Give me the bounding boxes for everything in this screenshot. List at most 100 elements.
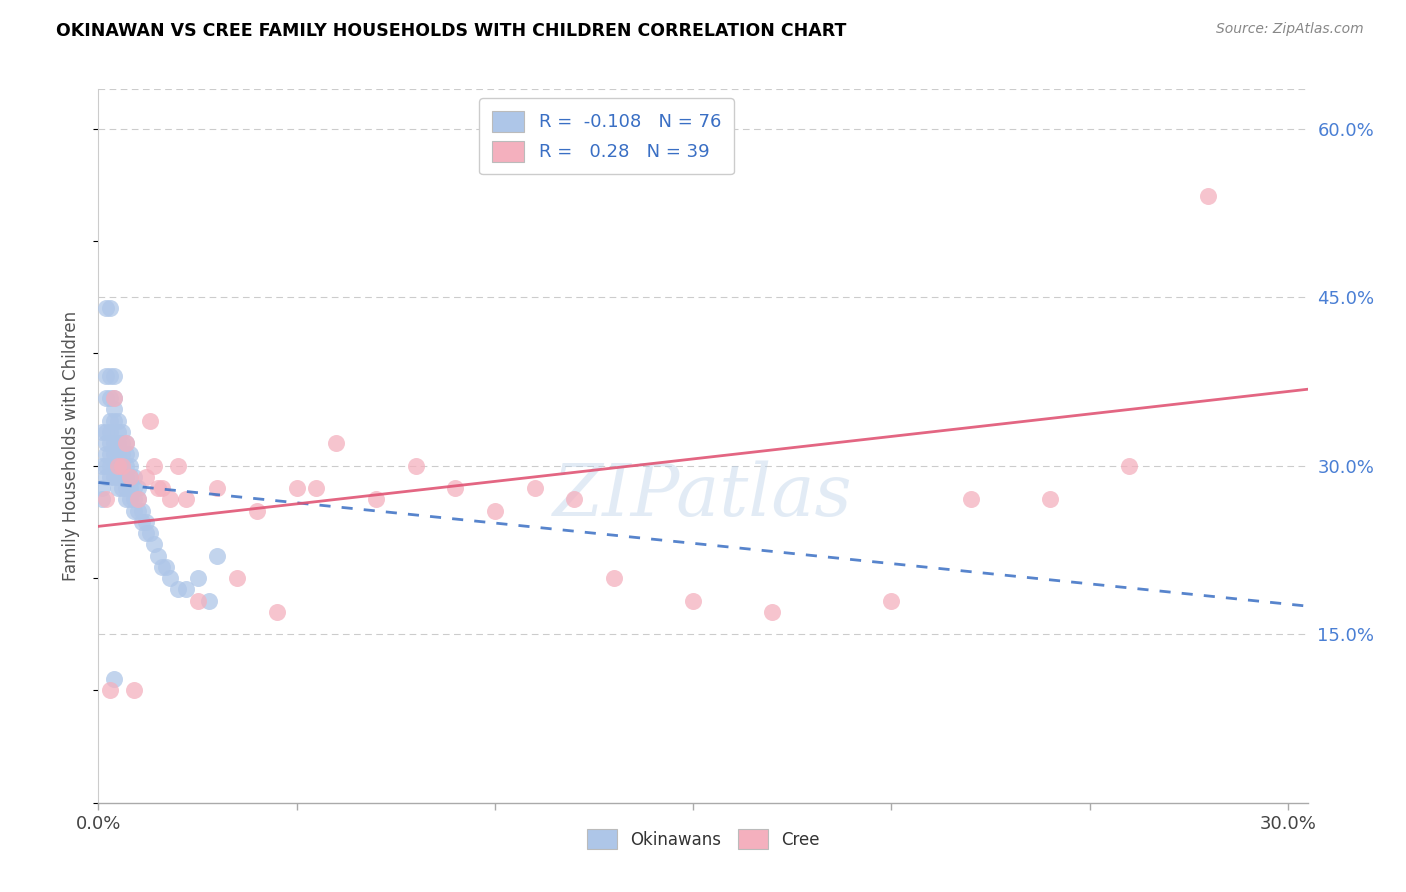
Point (103, 458, 125, 473)
Point (103, 470, 125, 484)
Point (98, 391, 121, 405)
Point (96, 301, 118, 316)
Point (111, 425, 134, 439)
Point (98, 301, 121, 316)
Point (1039, 492, 1062, 507)
Point (131, 515, 153, 529)
Text: OKINAWAN VS CREE FAMILY HOUSEHOLDS WITH CHILDREN CORRELATION CHART: OKINAWAN VS CREE FAMILY HOUSEHOLDS WITH … (56, 22, 846, 40)
Point (107, 436, 129, 450)
Point (103, 368, 125, 383)
Point (107, 458, 129, 473)
Point (959, 492, 981, 507)
Point (98, 458, 121, 473)
Point (98, 425, 121, 439)
Legend: Okinawans, Cree: Okinawans, Cree (576, 820, 830, 859)
Point (1198, 189, 1220, 203)
Point (120, 481, 142, 495)
Point (103, 436, 125, 450)
Point (150, 481, 173, 495)
Point (103, 402, 125, 417)
Point (405, 458, 427, 473)
Point (186, 571, 208, 585)
Point (120, 492, 142, 507)
Point (127, 492, 149, 507)
Text: Source: ZipAtlas.com: Source: ZipAtlas.com (1216, 22, 1364, 37)
Point (96, 391, 118, 405)
Point (207, 549, 229, 563)
Point (103, 391, 125, 405)
Point (150, 559, 173, 574)
Point (98, 683, 121, 698)
Point (135, 515, 157, 529)
Point (880, 593, 903, 607)
Point (107, 414, 129, 428)
Point (135, 526, 157, 541)
Point (325, 436, 347, 450)
Point (91, 481, 114, 495)
Point (96, 447, 118, 461)
Point (139, 526, 162, 541)
Point (107, 458, 129, 473)
Point (120, 470, 142, 484)
Point (120, 458, 142, 473)
Point (111, 447, 134, 461)
Point (103, 672, 125, 686)
Point (122, 683, 145, 698)
Point (155, 559, 177, 574)
Point (103, 447, 125, 461)
Point (98, 436, 121, 450)
Point (484, 503, 506, 517)
Point (135, 470, 157, 484)
Point (111, 470, 134, 484)
Point (142, 458, 165, 473)
Point (115, 458, 138, 473)
Point (91, 425, 114, 439)
Point (111, 436, 134, 450)
Point (107, 425, 129, 439)
Point (603, 571, 626, 585)
Point (115, 436, 138, 450)
Point (198, 593, 221, 607)
Point (98, 368, 121, 383)
Point (122, 481, 145, 495)
Point (96, 470, 118, 484)
Point (127, 492, 149, 507)
Point (115, 481, 138, 495)
Point (174, 582, 197, 597)
Point (111, 458, 134, 473)
Point (96, 425, 118, 439)
Point (207, 481, 229, 495)
Point (285, 481, 308, 495)
Point (98, 470, 121, 484)
Point (103, 391, 125, 405)
Point (226, 571, 249, 585)
Point (115, 447, 138, 461)
Point (127, 503, 149, 517)
Point (682, 593, 704, 607)
Point (146, 481, 169, 495)
Point (444, 481, 467, 495)
Point (1118, 458, 1140, 473)
Point (115, 470, 138, 484)
Point (91, 458, 114, 473)
Point (103, 414, 125, 428)
Point (115, 436, 138, 450)
Point (166, 582, 188, 597)
Point (96, 492, 118, 507)
Point (127, 481, 149, 495)
Point (186, 593, 208, 607)
Point (159, 492, 181, 507)
Point (122, 470, 145, 484)
Point (98, 447, 121, 461)
Point (107, 470, 129, 484)
Point (120, 470, 142, 484)
Point (120, 447, 142, 461)
Point (166, 458, 188, 473)
Point (98, 414, 121, 428)
Y-axis label: Family Households with Children: Family Households with Children (62, 311, 80, 581)
Point (111, 481, 134, 495)
Text: ZIPatlas: ZIPatlas (553, 460, 853, 532)
Point (139, 414, 162, 428)
Point (364, 492, 387, 507)
Point (146, 549, 169, 563)
